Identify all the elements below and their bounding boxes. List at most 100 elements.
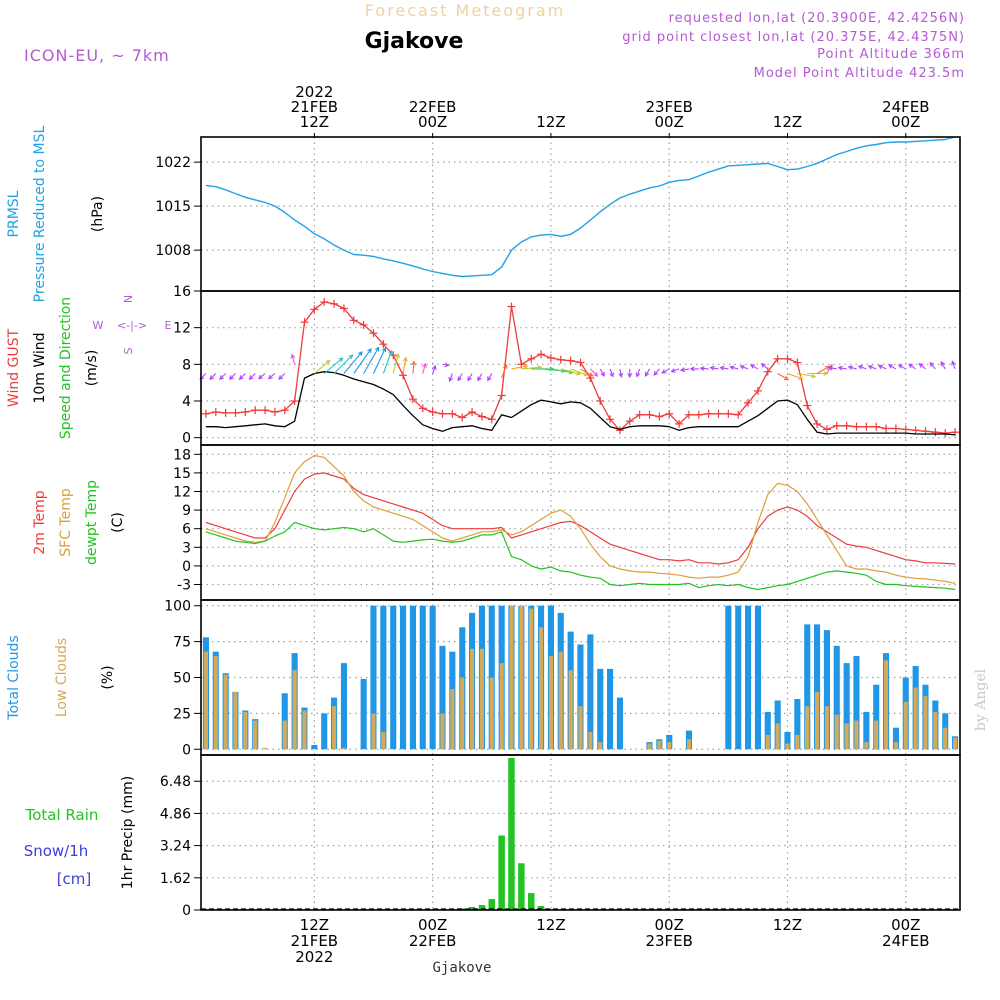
total-clouds-bar: [873, 684, 880, 750]
wind-direction-arrow: [761, 363, 769, 370]
pressure-pressure-line: [205, 136, 956, 278]
wind-direction-arrowhead: [811, 373, 817, 379]
total-clouds-bar: [754, 605, 761, 750]
low-clouds-bar: [371, 713, 376, 750]
low-clouds-bar: [854, 720, 859, 750]
compass-n-label: N: [122, 295, 135, 303]
wind-direction-arrowhead: [209, 375, 215, 380]
bottom-time-label: 12Z: [300, 916, 329, 934]
total-clouds-bar: [745, 605, 752, 750]
wind-direction-arrowhead: [918, 363, 924, 368]
clouds-ytick-label: 25: [173, 706, 191, 722]
wind-direction-arrow: [560, 368, 581, 375]
wind-direction-arrowhead: [784, 375, 790, 381]
temperature-ylabel: 2m Temp: [32, 490, 48, 554]
total-clouds-bar: [607, 668, 614, 750]
low-clouds-bar: [381, 732, 386, 750]
low-clouds-bar: [203, 651, 208, 750]
low-clouds-bar: [302, 710, 307, 750]
wind-direction-arrow: [645, 368, 650, 377]
wind-direction-arrow: [720, 366, 729, 370]
wind-direction-arrow: [343, 351, 363, 374]
watermark: by Angel: [973, 668, 989, 731]
wind-direction-arrowhead: [888, 364, 894, 369]
total-clouds-bar: [784, 732, 791, 750]
location-title: Gjakove: [365, 29, 464, 54]
low-clouds-bar: [509, 605, 514, 750]
low-clouds-bar: [795, 734, 800, 750]
total-clouds-bar: [409, 605, 416, 750]
wind-direction-arrow: [710, 366, 719, 370]
low-clouds-bar: [529, 608, 534, 750]
wind-direction-arrowhead: [374, 346, 380, 352]
wind-direction-arrowhead: [487, 376, 492, 382]
rain-bar: [498, 835, 505, 910]
wind-direction-arrow: [392, 354, 399, 374]
low-clouds-bar: [815, 691, 820, 750]
wind-direction-arrow: [268, 373, 276, 380]
rain-bar: [488, 899, 495, 910]
chart-title: Forecast Meteogram: [365, 1, 565, 20]
total-clouds-bar: [340, 663, 347, 750]
wind-direction-arrow: [908, 363, 916, 370]
total-clouds-bar: [764, 711, 771, 750]
rain-bar: [518, 863, 525, 910]
low-clouds-bar: [598, 742, 603, 750]
wind-direction-arrowhead: [908, 363, 914, 369]
wind-direction-arrowhead: [739, 365, 745, 370]
wind-direction-arrowhead: [457, 376, 462, 382]
wind-direction-arrow: [599, 368, 605, 377]
total-clouds-bar: [833, 645, 840, 750]
total-clouds-bar: [863, 711, 870, 750]
wind-direction-arrow: [750, 364, 759, 370]
wind-ylabel: (m/s): [84, 350, 100, 387]
pressure-ytick-label: 1022: [155, 155, 191, 171]
bottom-time-label: 23FEB: [645, 932, 692, 950]
total-clouds-bar: [616, 697, 623, 750]
model-label: ICON-EU, ~ 7km: [24, 46, 170, 65]
top-time-label: 00Z: [891, 113, 920, 131]
temperature-ylabel: dewpt Temp: [84, 480, 100, 565]
total-clouds-bar: [439, 645, 446, 750]
wind-direction-arrow: [777, 373, 789, 380]
top-time-label: 12Z: [536, 113, 565, 131]
wind-direction-arrowhead: [503, 363, 508, 369]
wind-direction-arrow: [580, 368, 593, 377]
wind-direction-arrow: [838, 366, 847, 370]
wind-direction-arrowhead: [588, 372, 594, 377]
wind-direction-arrow: [363, 347, 380, 374]
precip-ylabel: 1hr Precip (mm): [120, 776, 136, 889]
low-clouds-bar: [874, 720, 879, 750]
wind-direction-arrowhead: [877, 364, 883, 370]
bottom-time-label: 21FEB: [291, 932, 338, 950]
wind-direction-arrow: [609, 368, 614, 377]
wind-direction-arrow: [229, 373, 236, 380]
wind-direction-arrow: [402, 357, 407, 374]
wind-direction-arrowhead: [929, 361, 935, 367]
wind-wind-line: [205, 371, 956, 436]
wind-ytick-label: 8: [182, 357, 191, 373]
bottom-time-label: 12Z: [773, 916, 802, 934]
total-clouds-bar: [804, 624, 811, 750]
top-time-label: 24FEB: [882, 98, 929, 116]
wind-direction-arrow: [653, 368, 660, 376]
wind-direction-arrow: [700, 367, 709, 370]
low-clouds-bar: [292, 670, 297, 750]
total-clouds-bar: [419, 605, 426, 750]
wind-direction-arrow: [868, 365, 877, 370]
wind-direction-arrowhead: [358, 351, 363, 357]
total-clouds-bar: [380, 605, 387, 750]
low-clouds-bar: [539, 627, 544, 750]
wind-ytick-label: 0: [182, 431, 191, 447]
low-clouds-bar: [647, 743, 652, 750]
wind-direction-arrowhead: [729, 365, 735, 371]
wind-direction-arrow: [467, 373, 473, 381]
total-clouds-bar: [311, 745, 318, 750]
wind-direction-arrowhead: [798, 375, 804, 381]
data-layer: [199, 136, 960, 911]
low-clouds-bar: [667, 742, 672, 750]
wind-direction-arrowhead: [644, 371, 650, 377]
wind-direction-arrowhead: [857, 365, 863, 370]
wind-direction-arrow: [333, 354, 353, 374]
bottom-time-label: 24FEB: [882, 932, 929, 950]
